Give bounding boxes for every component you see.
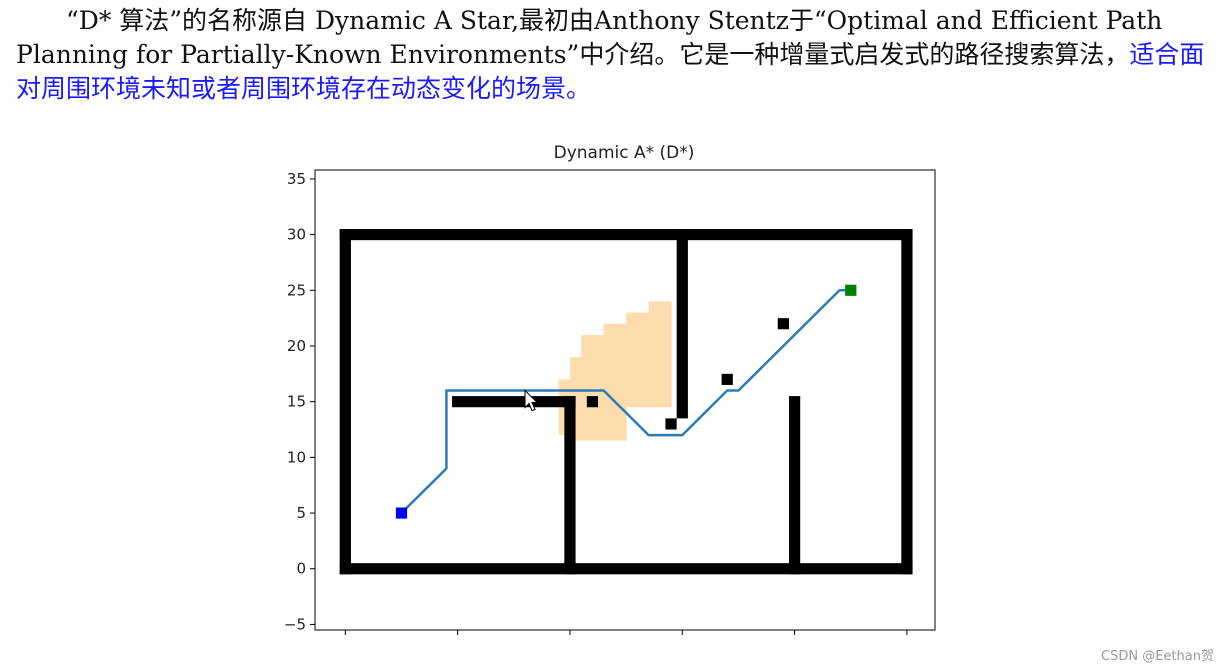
goal-marker: [845, 284, 857, 296]
y-tick-label-20: 20: [287, 337, 306, 355]
wall-6: [676, 229, 688, 419]
chart-title: Dynamic A* (D*): [554, 143, 695, 163]
visited-cell-6: [626, 312, 638, 408]
start-marker: [395, 507, 408, 519]
wall-0: [339, 563, 913, 575]
wall-4: [452, 396, 576, 408]
wall-1: [339, 229, 913, 241]
y-axis-ticks: −5 0 5 10 15 20 25 30 35: [284, 170, 315, 633]
intro-highlight: 适合面对周围环境未知或者周围环境存在动态变化的场景。: [16, 40, 1205, 103]
x-axis-ticks: 01020304050: [341, 630, 916, 657]
visited-cell-1: [569, 357, 582, 441]
dynamic-obstacle-1: [665, 418, 677, 430]
dynamic-obstacle-2: [721, 373, 733, 385]
y-tick-label-25: 25: [287, 281, 306, 299]
cursor-arrow: [524, 389, 539, 412]
y-tick-label-10: 10: [287, 448, 306, 466]
intro-paragraph: “D* 算法”的名称源自 Dynamic A Star,最初由Anthony S…: [16, 4, 1212, 106]
visited-region: [558, 301, 672, 441]
chart-svg: Dynamic A* (D*) 01020304050 −5 0 5 10 15 20 25…: [284, 143, 936, 657]
y-tick-label-0: 0: [296, 560, 306, 578]
walls: [339, 229, 913, 575]
dynamic-obstacle-3: [777, 318, 789, 330]
plot-frame: [314, 169, 936, 631]
visited-cell-9: [659, 301, 672, 408]
visited-cell-3: [592, 334, 605, 441]
chart-figure: Dynamic A* (D*) 01020304050 −5 0 5 10 15 20 25…: [260, 135, 960, 657]
y-tick-label-15: 15: [287, 393, 306, 411]
y-tick-label-35: 35: [287, 170, 306, 188]
y-tick-label-5: 5: [296, 504, 306, 522]
mouse-cursor-icon: [524, 389, 539, 412]
visited-cell-4: [603, 323, 616, 441]
path-line: [400, 289, 851, 514]
visited-cell-7: [637, 312, 650, 408]
wall-2: [339, 229, 351, 575]
intro-text: “D* 算法”的名称源自 Dynamic A Star,最初由Anthony S…: [16, 6, 1163, 69]
wall-5: [564, 396, 576, 575]
dynamic-obstacles: [586, 318, 789, 430]
y-tick-label--5: −5: [284, 615, 306, 633]
dynamic-obstacle-0: [586, 396, 599, 408]
wall-7: [788, 396, 801, 575]
visited-cell-2: [581, 334, 594, 441]
visited-cell-5: [614, 323, 627, 441]
y-tick-label-30: 30: [287, 226, 306, 244]
visited-cell-8: [648, 301, 661, 408]
wall-3: [901, 229, 913, 575]
watermark: CSDN @Eethan贺: [1101, 649, 1214, 664]
